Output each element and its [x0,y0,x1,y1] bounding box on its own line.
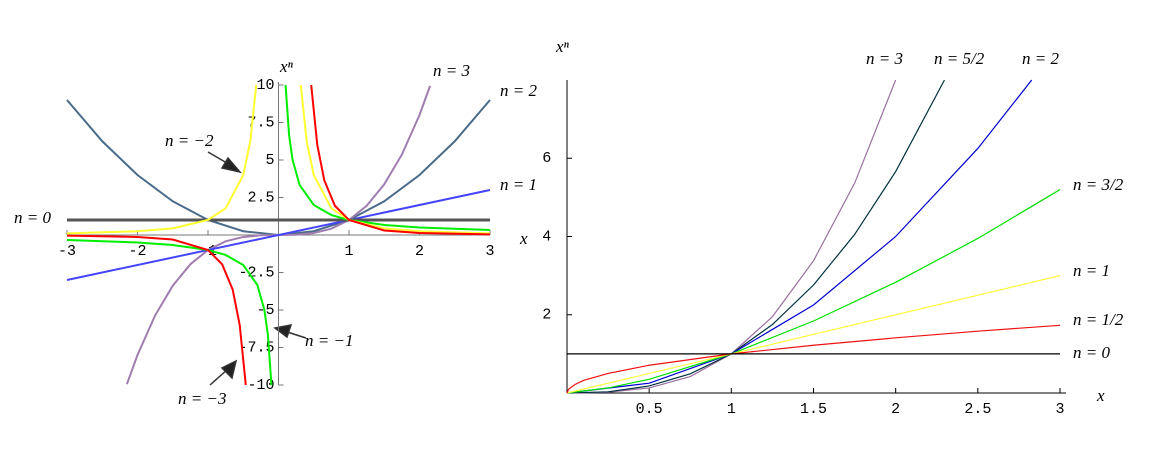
x-tick-label: 1 [727,401,736,418]
y-tick-label: 2 [543,306,551,323]
arrow-head [220,359,238,380]
series-label: n = 2 [1022,49,1059,68]
y-tick-label: -10 [247,377,274,394]
series-label: n = −3 [178,389,226,408]
series-label: n = 3/2 [1073,175,1124,194]
series-label: n = 1 [1073,261,1110,280]
series-label: n = −2 [165,131,214,150]
series-label: n = 1/2 [1073,310,1124,329]
x-tick-label: 3 [1055,401,1064,418]
y-tick-label: -2.5 [238,264,274,281]
series-line [66,84,491,386]
y-tick-label: 4 [543,227,551,244]
series-line [566,79,897,394]
x-tick-label: 3 [485,243,494,260]
series-line [66,84,491,386]
arrow-head [220,156,243,174]
x-tick-label: 2 [415,243,424,260]
series-line [566,189,1061,394]
x-tick-label: 2.5 [964,401,991,418]
y-tick-label: 2.5 [247,189,274,206]
series-label: n = 5/2 [934,49,985,68]
x-axis-label: x [1096,386,1105,405]
series-line [66,84,491,235]
x-tick-label: -3 [58,243,76,260]
series-line [566,324,1061,394]
y-tick-label: 10 [256,77,274,94]
y-tick-label: 7.5 [247,114,274,131]
y-axis-label: xⁿ [555,37,570,56]
series-label: n = 3 [433,61,470,80]
x-tick-label: 1.5 [800,401,827,418]
y-tick-label: 5 [265,152,274,169]
x-tick-label: 0.5 [636,401,663,418]
series-label: n = 0 [1073,343,1110,362]
y-tick-label: -7.5 [238,339,274,356]
series-line [66,189,491,281]
series-label: n = 0 [14,208,51,227]
series-line [566,275,1061,394]
y-tick-label: -5 [256,302,274,319]
arrows [207,151,307,386]
x-tick-label: -2 [128,243,146,260]
x-tick-label: 2 [891,401,900,418]
series-label: n = 1 [500,175,537,194]
series-label: n = −1 [305,331,353,350]
y-tick-label: 6 [543,149,551,166]
series-label: n = 3 [866,49,903,68]
x-tick-label: 1 [344,243,353,260]
series-line [566,79,1033,394]
arrow-head [273,324,293,339]
y-axis-label: xⁿ [279,57,294,76]
x-axis-label: x [519,229,528,248]
series-line [566,79,945,394]
series-label: n = 2 [500,81,537,100]
